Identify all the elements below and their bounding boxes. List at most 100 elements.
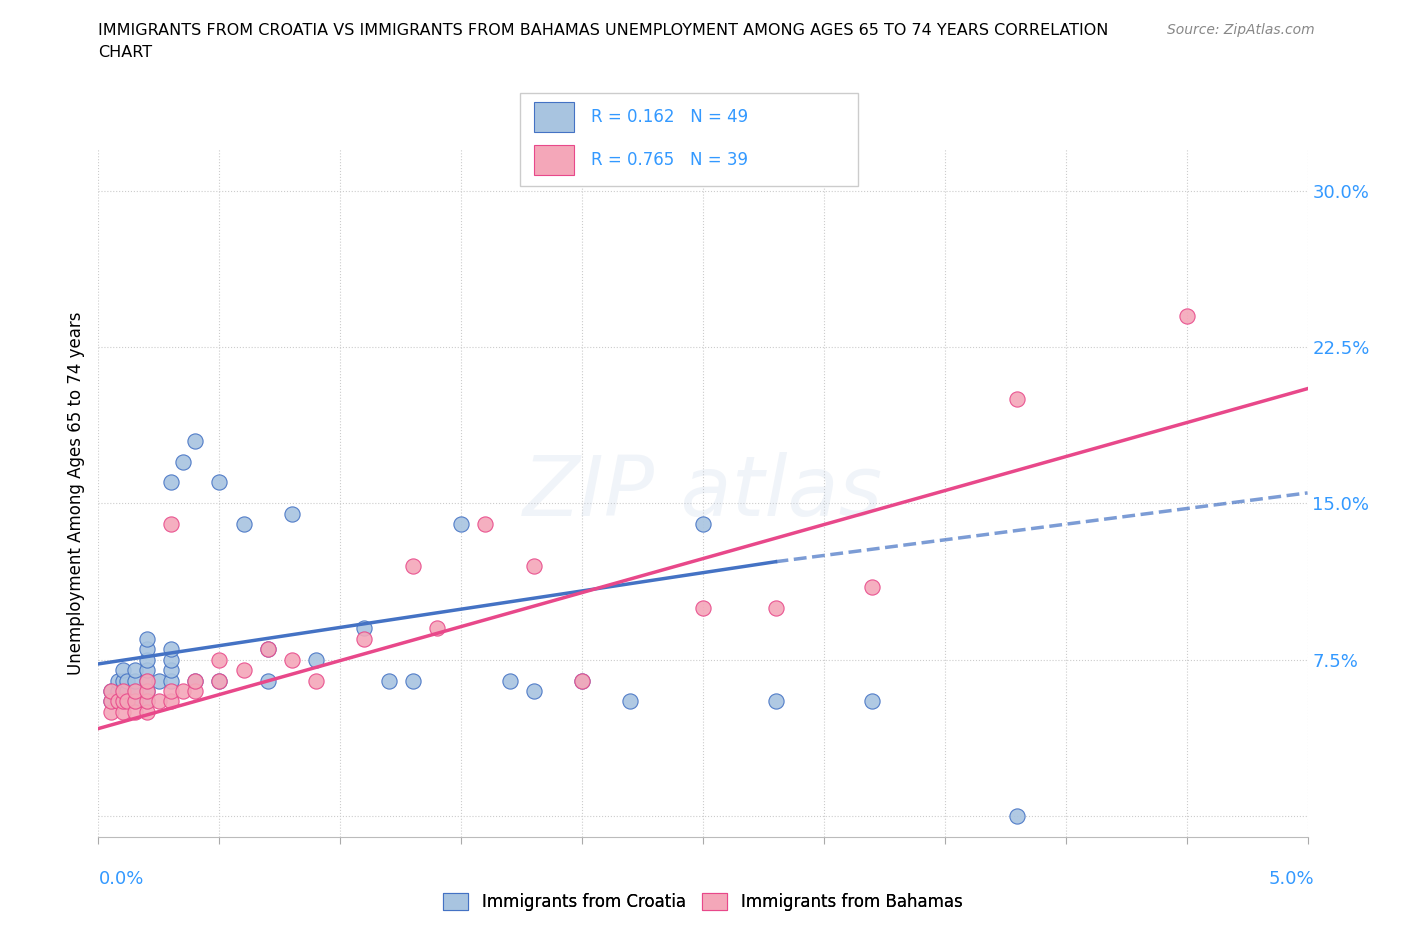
Point — [256, 673, 278, 688]
Point — [208, 652, 231, 667]
Point — [135, 631, 157, 646]
Point — [474, 517, 496, 532]
Point — [124, 694, 146, 709]
Text: Source: ZipAtlas.com: Source: ZipAtlas.com — [1167, 23, 1315, 37]
Point — [135, 684, 157, 698]
Point — [100, 694, 122, 709]
Point — [124, 673, 146, 688]
Legend: Immigrants from Croatia, Immigrants from Bahamas: Immigrants from Croatia, Immigrants from… — [437, 886, 969, 918]
Point — [117, 694, 139, 709]
Point — [208, 673, 231, 688]
Point — [305, 652, 328, 667]
Point — [498, 673, 520, 688]
Point — [100, 704, 122, 719]
Point — [184, 673, 207, 688]
Point — [160, 694, 183, 709]
Point — [208, 475, 231, 490]
Point — [571, 673, 593, 688]
Point — [160, 652, 183, 667]
Point — [107, 694, 129, 709]
Point — [135, 684, 157, 698]
Point — [860, 694, 883, 709]
Point — [135, 694, 157, 709]
Point — [148, 673, 170, 688]
Bar — [534, 102, 574, 132]
Point — [124, 704, 146, 719]
Point — [100, 684, 122, 698]
Text: R = 0.765   N = 39: R = 0.765 N = 39 — [591, 151, 748, 169]
Point — [135, 663, 157, 678]
Point — [160, 475, 183, 490]
Point — [402, 673, 425, 688]
Point — [160, 673, 183, 688]
Point — [765, 694, 787, 709]
Point — [124, 684, 146, 698]
Point — [124, 663, 146, 678]
Point — [1175, 308, 1198, 323]
Point — [232, 663, 254, 678]
Point — [160, 684, 183, 698]
Y-axis label: Unemployment Among Ages 65 to 74 years: Unemployment Among Ages 65 to 74 years — [66, 312, 84, 674]
Point — [281, 506, 304, 521]
Point — [619, 694, 641, 709]
Point — [232, 517, 254, 532]
Bar — [534, 145, 574, 175]
Point — [135, 704, 157, 719]
Point — [281, 652, 304, 667]
Point — [160, 663, 183, 678]
Point — [172, 454, 194, 469]
Point — [860, 579, 883, 594]
Point — [111, 694, 134, 709]
Point — [692, 517, 714, 532]
Point — [135, 642, 157, 657]
Point — [117, 684, 139, 698]
Point — [172, 684, 194, 698]
Point — [256, 642, 278, 657]
Text: IMMIGRANTS FROM CROATIA VS IMMIGRANTS FROM BAHAMAS UNEMPLOYMENT AMONG AGES 65 TO: IMMIGRANTS FROM CROATIA VS IMMIGRANTS FR… — [98, 23, 1109, 38]
Point — [1007, 809, 1029, 824]
Point — [426, 621, 449, 636]
Text: R = 0.162   N = 49: R = 0.162 N = 49 — [591, 108, 748, 126]
Point — [765, 600, 787, 615]
Point — [402, 558, 425, 573]
Text: 0.0%: 0.0% — [98, 870, 143, 887]
Text: 5.0%: 5.0% — [1270, 870, 1315, 887]
Point — [111, 684, 134, 698]
Point — [353, 621, 375, 636]
Point — [124, 694, 146, 709]
Text: CHART: CHART — [98, 45, 152, 60]
Point — [184, 673, 207, 688]
Point — [107, 673, 129, 688]
Point — [135, 652, 157, 667]
Point — [256, 642, 278, 657]
Point — [111, 663, 134, 678]
Point — [111, 694, 134, 709]
Point — [571, 673, 593, 688]
Point — [523, 684, 546, 698]
Point — [124, 684, 146, 698]
Text: ZIP atlas: ZIP atlas — [523, 452, 883, 534]
Point — [160, 517, 183, 532]
FancyBboxPatch shape — [520, 93, 858, 186]
Point — [135, 673, 157, 688]
Point — [148, 694, 170, 709]
Point — [111, 673, 134, 688]
Point — [100, 694, 122, 709]
Point — [135, 673, 157, 688]
Point — [1007, 392, 1029, 406]
Point — [100, 684, 122, 698]
Point — [160, 642, 183, 657]
Point — [111, 704, 134, 719]
Point — [377, 673, 399, 688]
Point — [184, 684, 207, 698]
Point — [305, 673, 328, 688]
Point — [111, 684, 134, 698]
Point — [692, 600, 714, 615]
Point — [208, 673, 231, 688]
Point — [117, 673, 139, 688]
Point — [523, 558, 546, 573]
Point — [353, 631, 375, 646]
Point — [450, 517, 472, 532]
Point — [107, 684, 129, 698]
Point — [184, 433, 207, 448]
